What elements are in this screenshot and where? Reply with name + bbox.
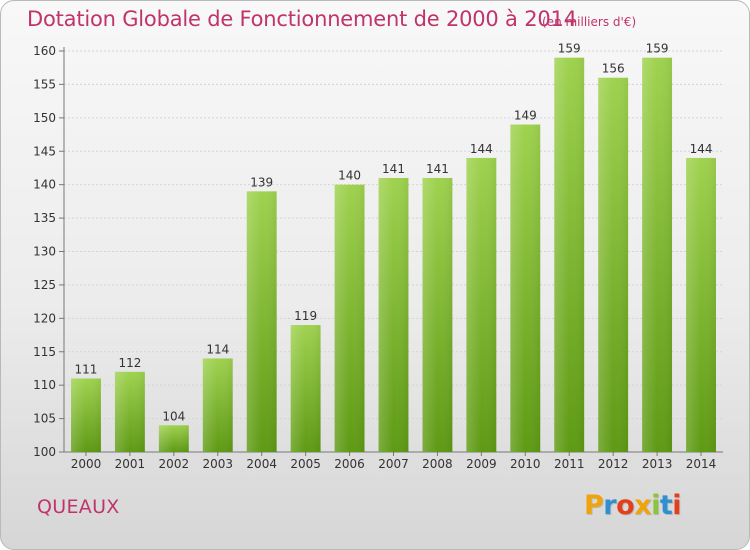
x-tick-label: 2006 bbox=[334, 457, 365, 471]
x-tick-label: 2011 bbox=[554, 457, 585, 471]
bar-shine bbox=[378, 177, 409, 452]
bar-value-label: 119 bbox=[294, 309, 317, 323]
bar-value-label: 156 bbox=[602, 62, 625, 76]
logo-letter: i bbox=[672, 490, 682, 521]
logo-letter: i bbox=[651, 490, 660, 521]
logo-letter: x bbox=[634, 490, 652, 521]
bar-value-label: 141 bbox=[426, 162, 449, 176]
bar-value-label: 111 bbox=[75, 362, 98, 376]
bar-value-label: 140 bbox=[338, 169, 361, 183]
y-tick-label: 140 bbox=[33, 178, 56, 192]
bar-shine bbox=[466, 157, 497, 452]
y-tick-label: 110 bbox=[33, 378, 56, 392]
x-tick-label: 2007 bbox=[378, 457, 409, 471]
bar-value-label: 144 bbox=[470, 142, 493, 156]
x-tick-label: 2010 bbox=[510, 457, 541, 471]
x-tick-label: 2009 bbox=[466, 457, 497, 471]
x-tick-label: 2001 bbox=[115, 457, 146, 471]
bar-value-label: 104 bbox=[162, 409, 185, 423]
x-tick-label: 2003 bbox=[202, 457, 233, 471]
logo-letter: o bbox=[616, 490, 635, 521]
bar-value-label: 114 bbox=[206, 342, 229, 356]
logo-letter: P bbox=[584, 490, 604, 521]
y-tick-label: 115 bbox=[33, 345, 56, 359]
x-tick-label: 2004 bbox=[246, 457, 277, 471]
y-tick-label: 130 bbox=[33, 245, 56, 259]
bars bbox=[71, 57, 716, 453]
y-tick-label: 145 bbox=[33, 144, 56, 158]
logo-letter: r bbox=[603, 490, 617, 521]
bar-value-label: 149 bbox=[514, 109, 537, 123]
x-tick-label: 2014 bbox=[686, 457, 717, 471]
bar-value-label: 144 bbox=[690, 142, 713, 156]
proxiti-logo: Proxiti bbox=[584, 490, 682, 521]
y-tick-label: 120 bbox=[33, 311, 56, 325]
bar-shine bbox=[290, 325, 321, 452]
bar-value-label: 159 bbox=[646, 42, 669, 56]
bar-value-label: 141 bbox=[382, 162, 405, 176]
bar-shine bbox=[554, 57, 585, 452]
chart-title: Dotation Globale de Fonctionnement de 20… bbox=[27, 7, 577, 31]
bar-shine bbox=[71, 378, 101, 452]
x-tick-label: 2008 bbox=[422, 457, 453, 471]
bar-shine bbox=[422, 177, 453, 452]
y-tick-label: 135 bbox=[33, 211, 56, 225]
y-tick-label: 125 bbox=[33, 278, 56, 292]
bar-shine bbox=[510, 124, 541, 453]
bar-shine bbox=[686, 157, 716, 452]
logo-letter: t bbox=[659, 490, 673, 521]
x-tick-label: 2005 bbox=[290, 457, 321, 471]
y-tick-label: 105 bbox=[33, 412, 56, 426]
labels: 100 105 110 115 120 125 130 135 140 145 150 155 160 1… bbox=[33, 42, 716, 471]
bar-shine bbox=[202, 358, 233, 452]
bar-shine bbox=[114, 371, 145, 452]
bar-value-label: 159 bbox=[558, 42, 581, 56]
y-tick-label: 160 bbox=[33, 44, 56, 58]
x-tick-label: 2000 bbox=[71, 457, 102, 471]
x-tick-label: 2012 bbox=[598, 457, 629, 471]
bar-value-label: 112 bbox=[118, 356, 141, 370]
bar-shine bbox=[642, 57, 673, 452]
bar-value-label: 139 bbox=[250, 175, 273, 189]
bar-shine bbox=[598, 77, 629, 452]
y-tick-label: 100 bbox=[33, 445, 56, 459]
y-tick-label: 150 bbox=[33, 111, 56, 125]
bar-shine bbox=[246, 191, 277, 452]
bar-shine bbox=[334, 184, 365, 452]
commune-name: QUEAUX bbox=[37, 496, 120, 518]
x-tick-label: 2013 bbox=[642, 457, 673, 471]
bar-shine bbox=[158, 425, 189, 452]
x-tick-label: 2002 bbox=[159, 457, 190, 471]
chart-unit: (en milliers d'€) bbox=[542, 15, 637, 29]
y-tick-label: 155 bbox=[33, 77, 56, 91]
